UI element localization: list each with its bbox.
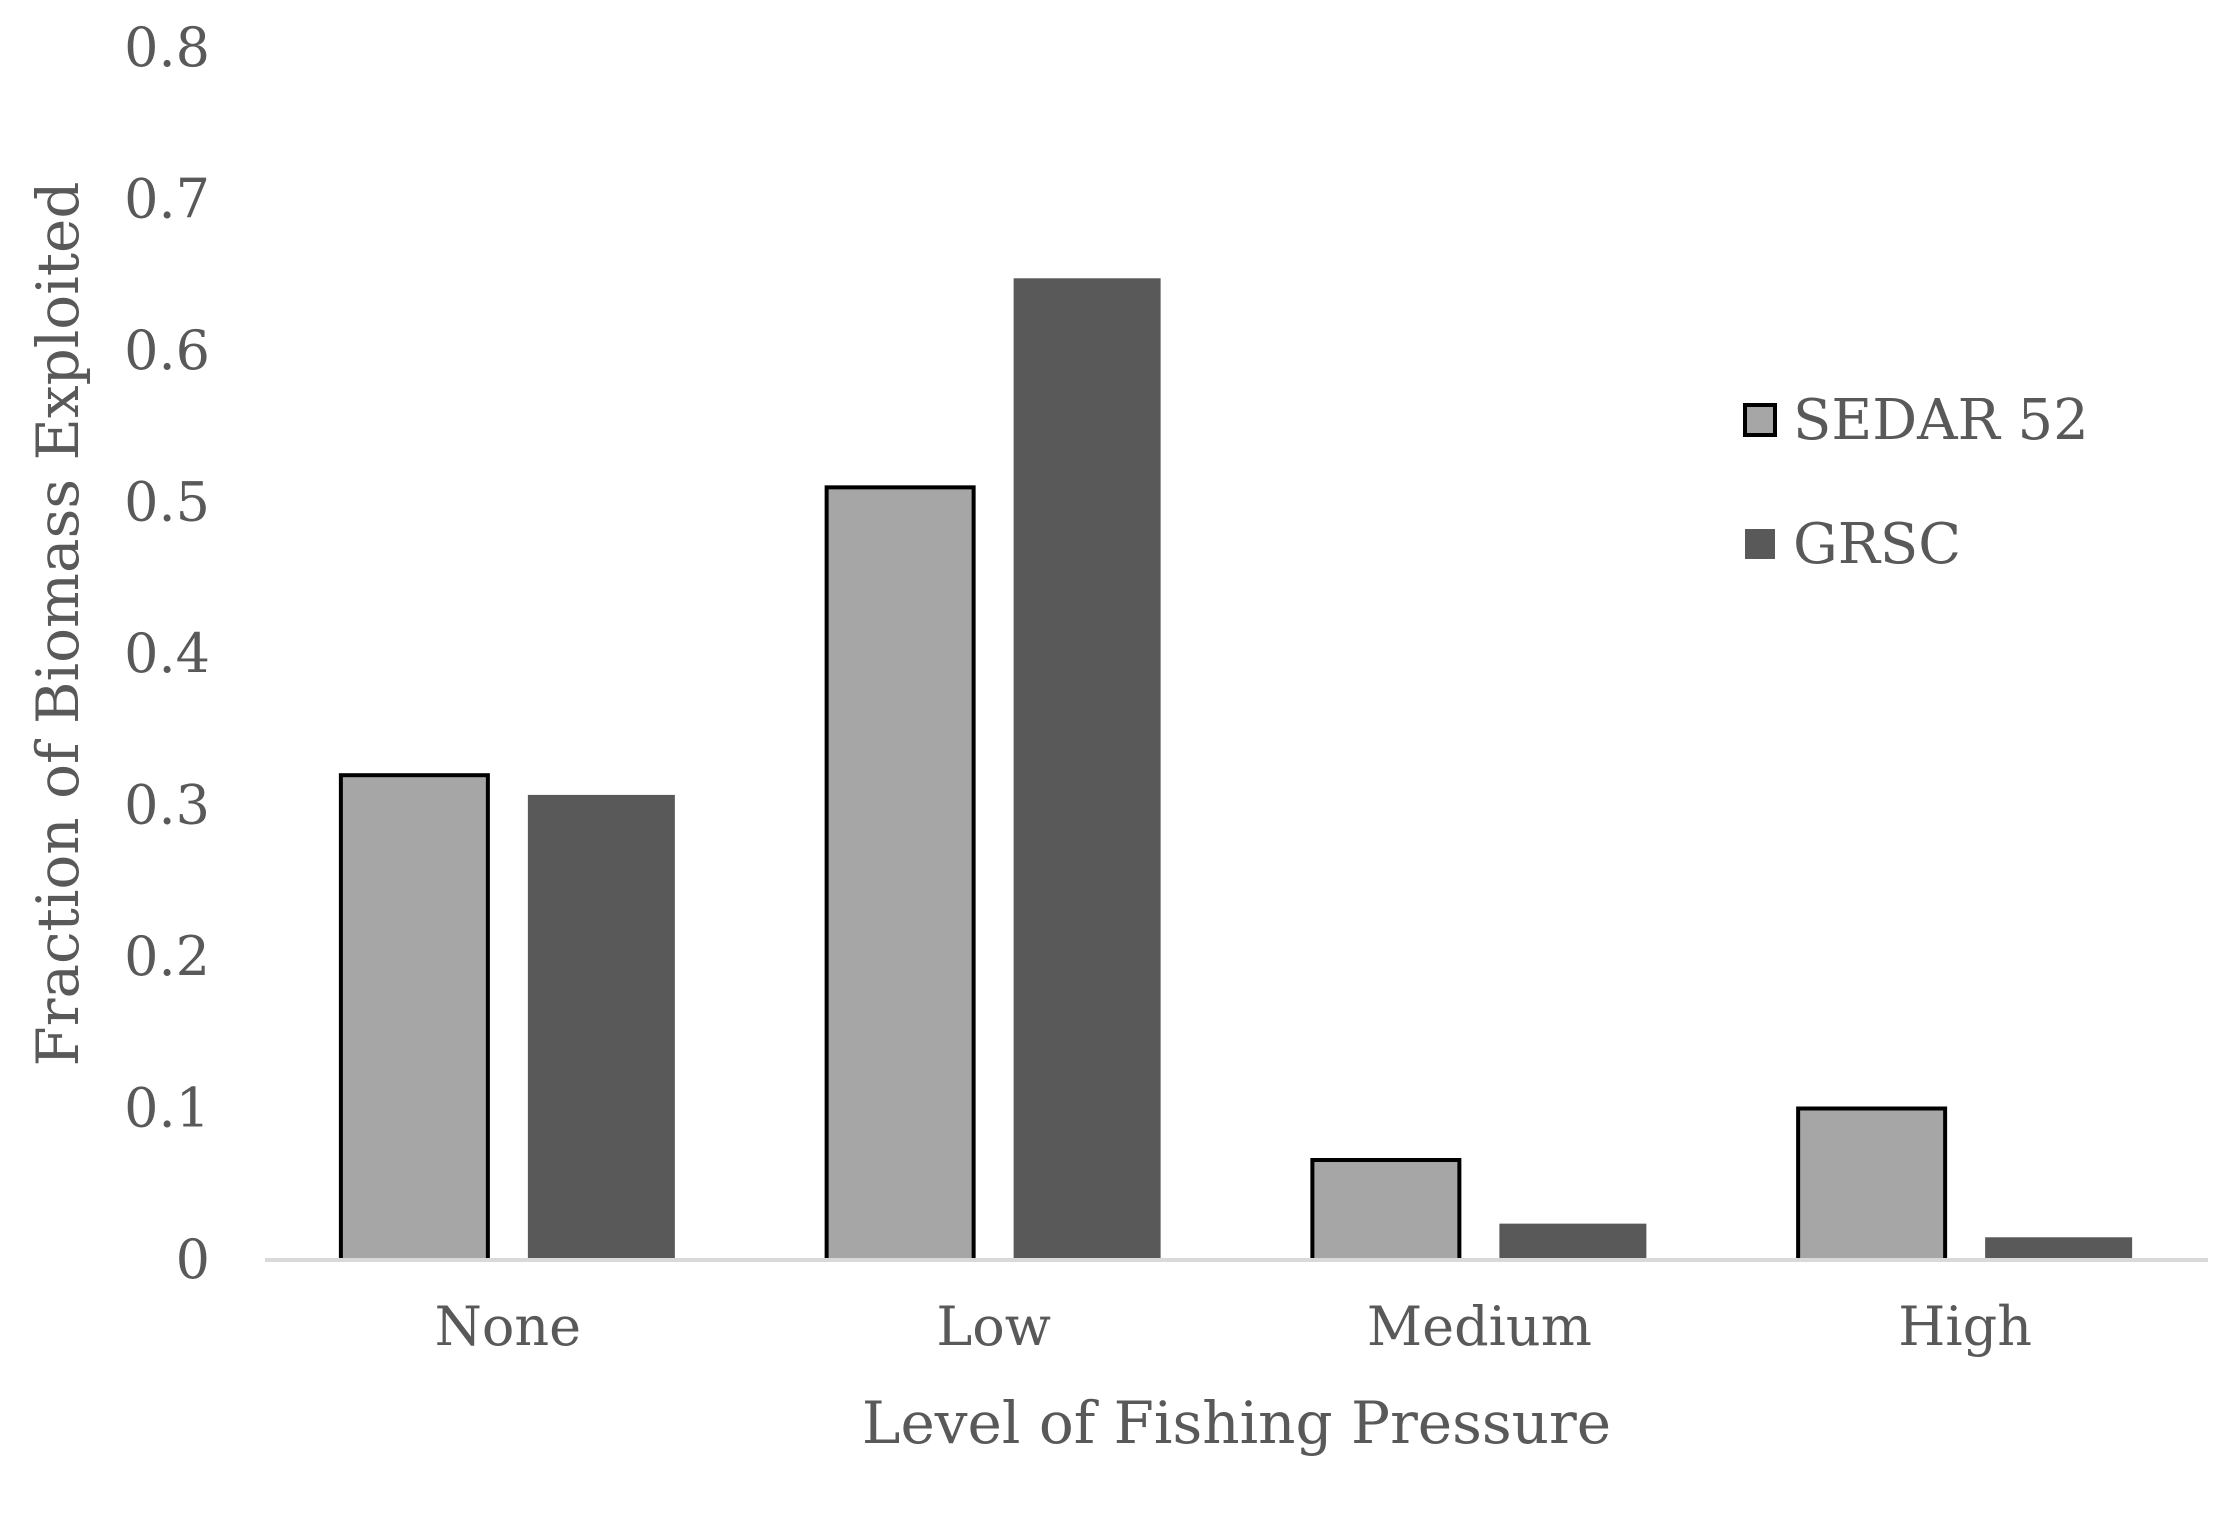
y-tick-label: 0.1 — [124, 1077, 210, 1140]
x-tick-label: High — [1898, 1295, 2032, 1358]
bar-grsc-medium — [1499, 1223, 1647, 1260]
x-tick-label: Low — [936, 1295, 1051, 1358]
y-tick-label: 0.4 — [124, 622, 210, 685]
x-tick-label: Medium — [1367, 1295, 1592, 1358]
bars — [338, 278, 2133, 1263]
y-tick-label: 0.6 — [124, 319, 210, 382]
y-tick-label: 0.3 — [124, 774, 210, 837]
legend: SEDAR 52 GRSC — [1743, 388, 2089, 577]
x-tick-label: None — [435, 1295, 582, 1358]
y-tick-label: 0.8 — [124, 16, 210, 79]
y-tick-label: 0.5 — [124, 471, 210, 534]
bar-sedar-52-medium — [1310, 1158, 1462, 1263]
y-axis-ticks: 0 0.1 0.2 0.3 0.4 0.5 0.6 0.7 0.8 — [124, 16, 210, 1291]
y-tick-label: 0 — [176, 1228, 210, 1291]
bar-sedar-52-low — [824, 485, 976, 1263]
bar-grsc-low — [1013, 278, 1161, 1260]
bar-sedar-52-none — [338, 773, 490, 1262]
x-axis-ticks: None Low Medium High — [435, 1295, 2032, 1358]
legend-swatch-sedar-52 — [1743, 403, 1777, 437]
legend-swatch-grsc — [1745, 529, 1775, 559]
legend-label: GRSC — [1793, 512, 1961, 577]
y-axis-title: Fraction of Biomass Exploited — [24, 181, 92, 1066]
bar-grsc-high — [1985, 1237, 2133, 1260]
y-tick-label: 0.2 — [124, 925, 210, 988]
legend-label: SEDAR 52 — [1793, 388, 2089, 453]
bar-sedar-52-high — [1796, 1106, 1948, 1262]
y-tick-label: 0.7 — [124, 168, 210, 231]
bar-grsc-none — [527, 794, 675, 1260]
x-axis-title: Level of Fishing Pressure — [862, 1389, 1611, 1457]
